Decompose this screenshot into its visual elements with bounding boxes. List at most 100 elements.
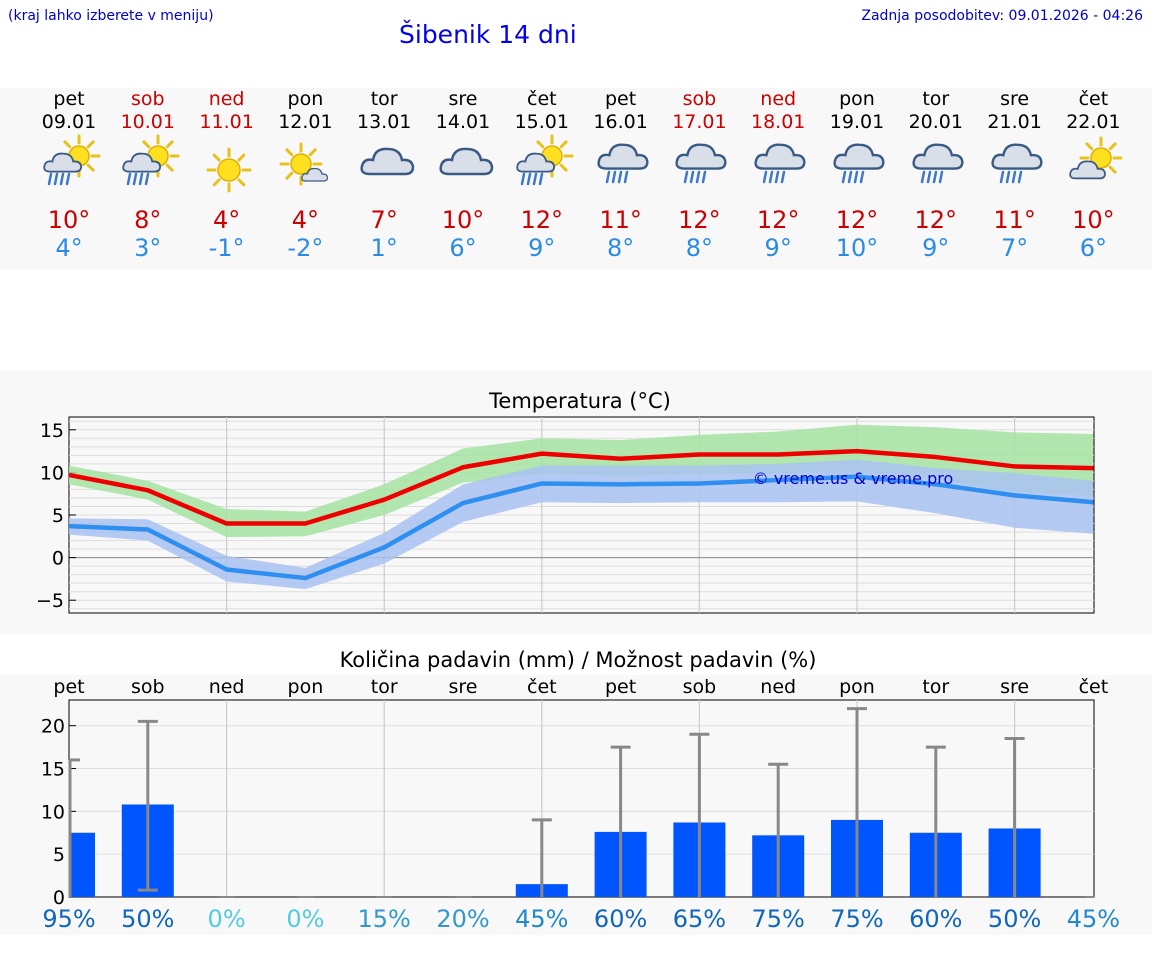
temp-min: 8° bbox=[606, 234, 635, 262]
temp-min: 10° bbox=[835, 234, 879, 262]
precip-probability: 65% bbox=[673, 905, 726, 933]
cloud-shape bbox=[439, 147, 494, 176]
cloud-shape bbox=[1069, 160, 1107, 180]
cloud-rain-icon bbox=[738, 134, 818, 206]
y-tick-label: 0 bbox=[53, 887, 65, 909]
forecast-day: ned 11.01 4° -1° bbox=[187, 88, 267, 262]
sun-cloud-rain-icon bbox=[502, 134, 582, 206]
y-tick-label: 10 bbox=[40, 462, 64, 484]
cloud-rain-icon bbox=[659, 134, 739, 206]
cloud-rain-icon bbox=[817, 134, 897, 206]
day-date: 14.01 bbox=[435, 111, 491, 133]
x-category-label: pon bbox=[288, 676, 324, 698]
y-tick-label: 10 bbox=[41, 801, 65, 823]
day-date: 15.01 bbox=[514, 111, 569, 133]
cloud-shape bbox=[597, 143, 649, 170]
day-date: 20.01 bbox=[908, 111, 963, 133]
cloud-shape bbox=[516, 152, 555, 173]
day-date: 09.01 bbox=[41, 111, 97, 133]
last-updated: Zadnja posodobitev: 09.01.2026 - 04:26 bbox=[861, 8, 1143, 24]
temp-min: 9° bbox=[764, 234, 792, 262]
cloud-shape bbox=[360, 147, 415, 176]
forecast-day: sre 14.01 10° 6° bbox=[423, 88, 503, 262]
x-category-label: čet bbox=[1079, 676, 1109, 698]
precip-probability: 75% bbox=[752, 905, 805, 933]
forecast-day: tor 20.01 12° 9° bbox=[896, 88, 976, 262]
cloud-icon bbox=[344, 134, 424, 206]
cloud-shape bbox=[754, 143, 806, 170]
forecast-day: pon 19.01 12° 10° bbox=[817, 88, 897, 262]
y-tick-label: 15 bbox=[41, 759, 65, 781]
rain-drops bbox=[762, 170, 786, 184]
x-category-label: čet bbox=[527, 676, 557, 698]
forecast-day: sob 10.01 8° 3° bbox=[108, 88, 188, 262]
day-name: sre bbox=[1000, 88, 1030, 110]
location-hint: (kraj lahko izberete v meniju) bbox=[8, 8, 214, 24]
rain-drops bbox=[520, 172, 544, 186]
temp-max: 4° bbox=[212, 206, 241, 234]
cloud-icon bbox=[423, 134, 503, 206]
temp-min: 9° bbox=[922, 234, 950, 262]
rain-drops bbox=[999, 170, 1022, 184]
temp-min: 6° bbox=[449, 234, 477, 262]
sun-cloud-rain-icon bbox=[108, 134, 188, 206]
rain-drops bbox=[605, 170, 628, 184]
y-tick-label: 15 bbox=[40, 420, 64, 442]
precip-probability: 0% bbox=[286, 905, 324, 933]
temp-min: 8° bbox=[685, 234, 714, 262]
temp-min: -2° bbox=[287, 234, 324, 262]
temp-min: 7° bbox=[1000, 234, 1029, 262]
sun-shape bbox=[206, 147, 252, 193]
day-date: 11.01 bbox=[199, 111, 254, 133]
rain-drops bbox=[920, 170, 944, 184]
copyright-annotation: © vreme.us & vreme.pro bbox=[753, 469, 954, 488]
precip-probability: 50% bbox=[121, 905, 174, 933]
precip-probability: 0% bbox=[208, 905, 246, 933]
temp-min: 3° bbox=[134, 234, 162, 262]
min-range-band bbox=[69, 459, 1094, 590]
day-name: ned bbox=[760, 88, 797, 110]
precipitation-chart: Količina padavin (mm) / Možnost padavin … bbox=[41, 648, 1120, 933]
sun-icon bbox=[187, 134, 267, 206]
temp-max: 10° bbox=[441, 206, 485, 234]
cloud-shape bbox=[122, 152, 161, 173]
temp-min: 9° bbox=[528, 234, 556, 262]
forecast-day: sob 17.01 12° 8° bbox=[659, 88, 739, 262]
forecast-day: pon 12.01 4° -2° bbox=[265, 88, 345, 262]
day-date: 13.01 bbox=[356, 111, 412, 133]
cloud-shape bbox=[675, 143, 727, 170]
day-name: čet bbox=[1078, 88, 1109, 110]
temp-max: 12° bbox=[914, 206, 958, 234]
day-name: tor bbox=[922, 88, 950, 110]
forecast-day: pet 16.01 11° 8° bbox=[581, 88, 661, 262]
x-category-label: pon bbox=[839, 676, 875, 698]
forecast-day: ned 18.01 12° 9° bbox=[738, 88, 818, 262]
sun-small-cloud-icon bbox=[265, 134, 345, 206]
x-category-label: tor bbox=[922, 676, 949, 698]
x-category-label: tor bbox=[371, 676, 398, 698]
day-date: 18.01 bbox=[750, 111, 806, 133]
day-date: 16.01 bbox=[593, 111, 648, 133]
temp-max: 11° bbox=[993, 206, 1036, 234]
x-category-label: pet bbox=[53, 676, 84, 698]
precip-probability: 50% bbox=[988, 905, 1041, 933]
temp-max: 11° bbox=[599, 206, 642, 234]
precip-probability: 75% bbox=[830, 905, 883, 933]
sun-cloud-icon bbox=[1053, 134, 1133, 206]
day-name: sre bbox=[448, 88, 478, 110]
rain-drops bbox=[47, 172, 71, 186]
forecast-day: pet 09.01 10° 4° bbox=[29, 88, 109, 262]
day-name: pet bbox=[53, 88, 85, 110]
x-category-label: sre bbox=[1000, 676, 1029, 698]
cloud-shape bbox=[991, 143, 1043, 170]
x-category-label: pet bbox=[605, 676, 636, 698]
day-date: 17.01 bbox=[672, 111, 727, 133]
precip-bar bbox=[69, 832, 95, 897]
temp-min: 1° bbox=[370, 234, 398, 262]
temp-max: 8° bbox=[134, 206, 162, 234]
precip-probability: 20% bbox=[436, 905, 489, 933]
y-tick-label: 20 bbox=[41, 716, 65, 738]
x-category-label: ned bbox=[209, 676, 245, 698]
temp-max: 10° bbox=[47, 206, 91, 234]
day-name: pon bbox=[287, 88, 324, 110]
